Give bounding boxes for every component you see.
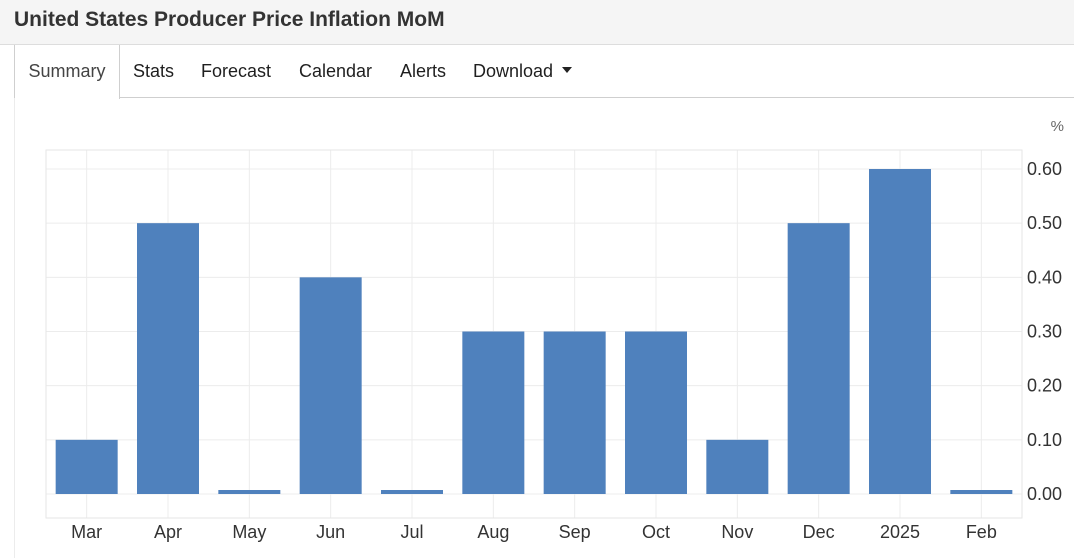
bar-jun[interactable] (299, 277, 362, 494)
x-tick-label: Apr (154, 522, 182, 542)
x-tick-label: Jun (316, 522, 345, 542)
x-axis-labels: Mar Apr May Jun Jul Aug Sep Oct Nov Dec 2025 Feb (71, 522, 997, 542)
y-axis-unit: % (1051, 118, 1064, 135)
bar-oct[interactable] (625, 331, 687, 495)
title-bar: United States Producer Price Inflation M… (0, 0, 1074, 45)
bar-apr[interactable] (137, 223, 199, 494)
y-tick-label: 0.10 (1027, 430, 1062, 450)
bar-dec[interactable] (787, 223, 850, 494)
tab-bar: Summary Stats Forecast Calendar Alerts D… (14, 45, 1074, 99)
x-tick-label: Oct (642, 522, 670, 542)
page-title: United States Producer Price Inflation M… (14, 8, 445, 31)
y-tick-label: 0.00 (1027, 484, 1062, 504)
bar-jul[interactable] (381, 490, 443, 494)
tab-download-label: Download (473, 61, 554, 81)
bar-sep[interactable] (543, 331, 606, 495)
y-axis-labels: 0.00 0.10 0.20 0.30 0.40 0.50 0.60 (1027, 159, 1062, 504)
y-tick-label: 0.30 (1027, 322, 1062, 342)
bar-nov[interactable] (706, 439, 769, 494)
bar-feb[interactable] (950, 490, 1013, 494)
bar-2025[interactable] (869, 169, 931, 494)
x-tick-label: 2025 (880, 522, 920, 542)
plot-area (45, 149, 1023, 519)
x-tick-label: Sep (559, 522, 591, 542)
bar-mar[interactable] (55, 439, 118, 494)
x-tick-label: May (232, 522, 266, 542)
bars (55, 169, 1013, 495)
content-left-border (14, 98, 15, 558)
x-tick-label: Dec (803, 522, 835, 542)
x-tick-label: Feb (966, 522, 997, 542)
x-tick-label: Nov (721, 522, 753, 542)
y-tick-label: 0.50 (1027, 213, 1062, 233)
x-tick-label: Mar (71, 522, 102, 542)
y-tick-label: 0.40 (1027, 267, 1062, 287)
tab-stats[interactable]: Stats (133, 61, 175, 81)
tab-summary[interactable]: Summary (14, 45, 120, 99)
caret-down-icon (562, 67, 573, 74)
tab-download[interactable]: Download (473, 45, 573, 98)
x-tick-label: Aug (477, 522, 509, 542)
tab-calendar[interactable]: Calendar (299, 61, 373, 81)
bar-aug[interactable] (462, 331, 525, 495)
bar-chart: Mar Apr May Jun Jul Aug Sep Oct Nov Dec 2025 Feb 0.… (45, 118, 1064, 542)
tab-alerts[interactable]: Alerts (400, 61, 447, 81)
y-tick-label: 0.20 (1027, 376, 1062, 396)
y-tick-label: 0.60 (1027, 159, 1062, 179)
bar-may[interactable] (218, 490, 281, 494)
tab-forecast[interactable]: Forecast (201, 61, 272, 81)
x-tick-label: Jul (400, 522, 423, 542)
